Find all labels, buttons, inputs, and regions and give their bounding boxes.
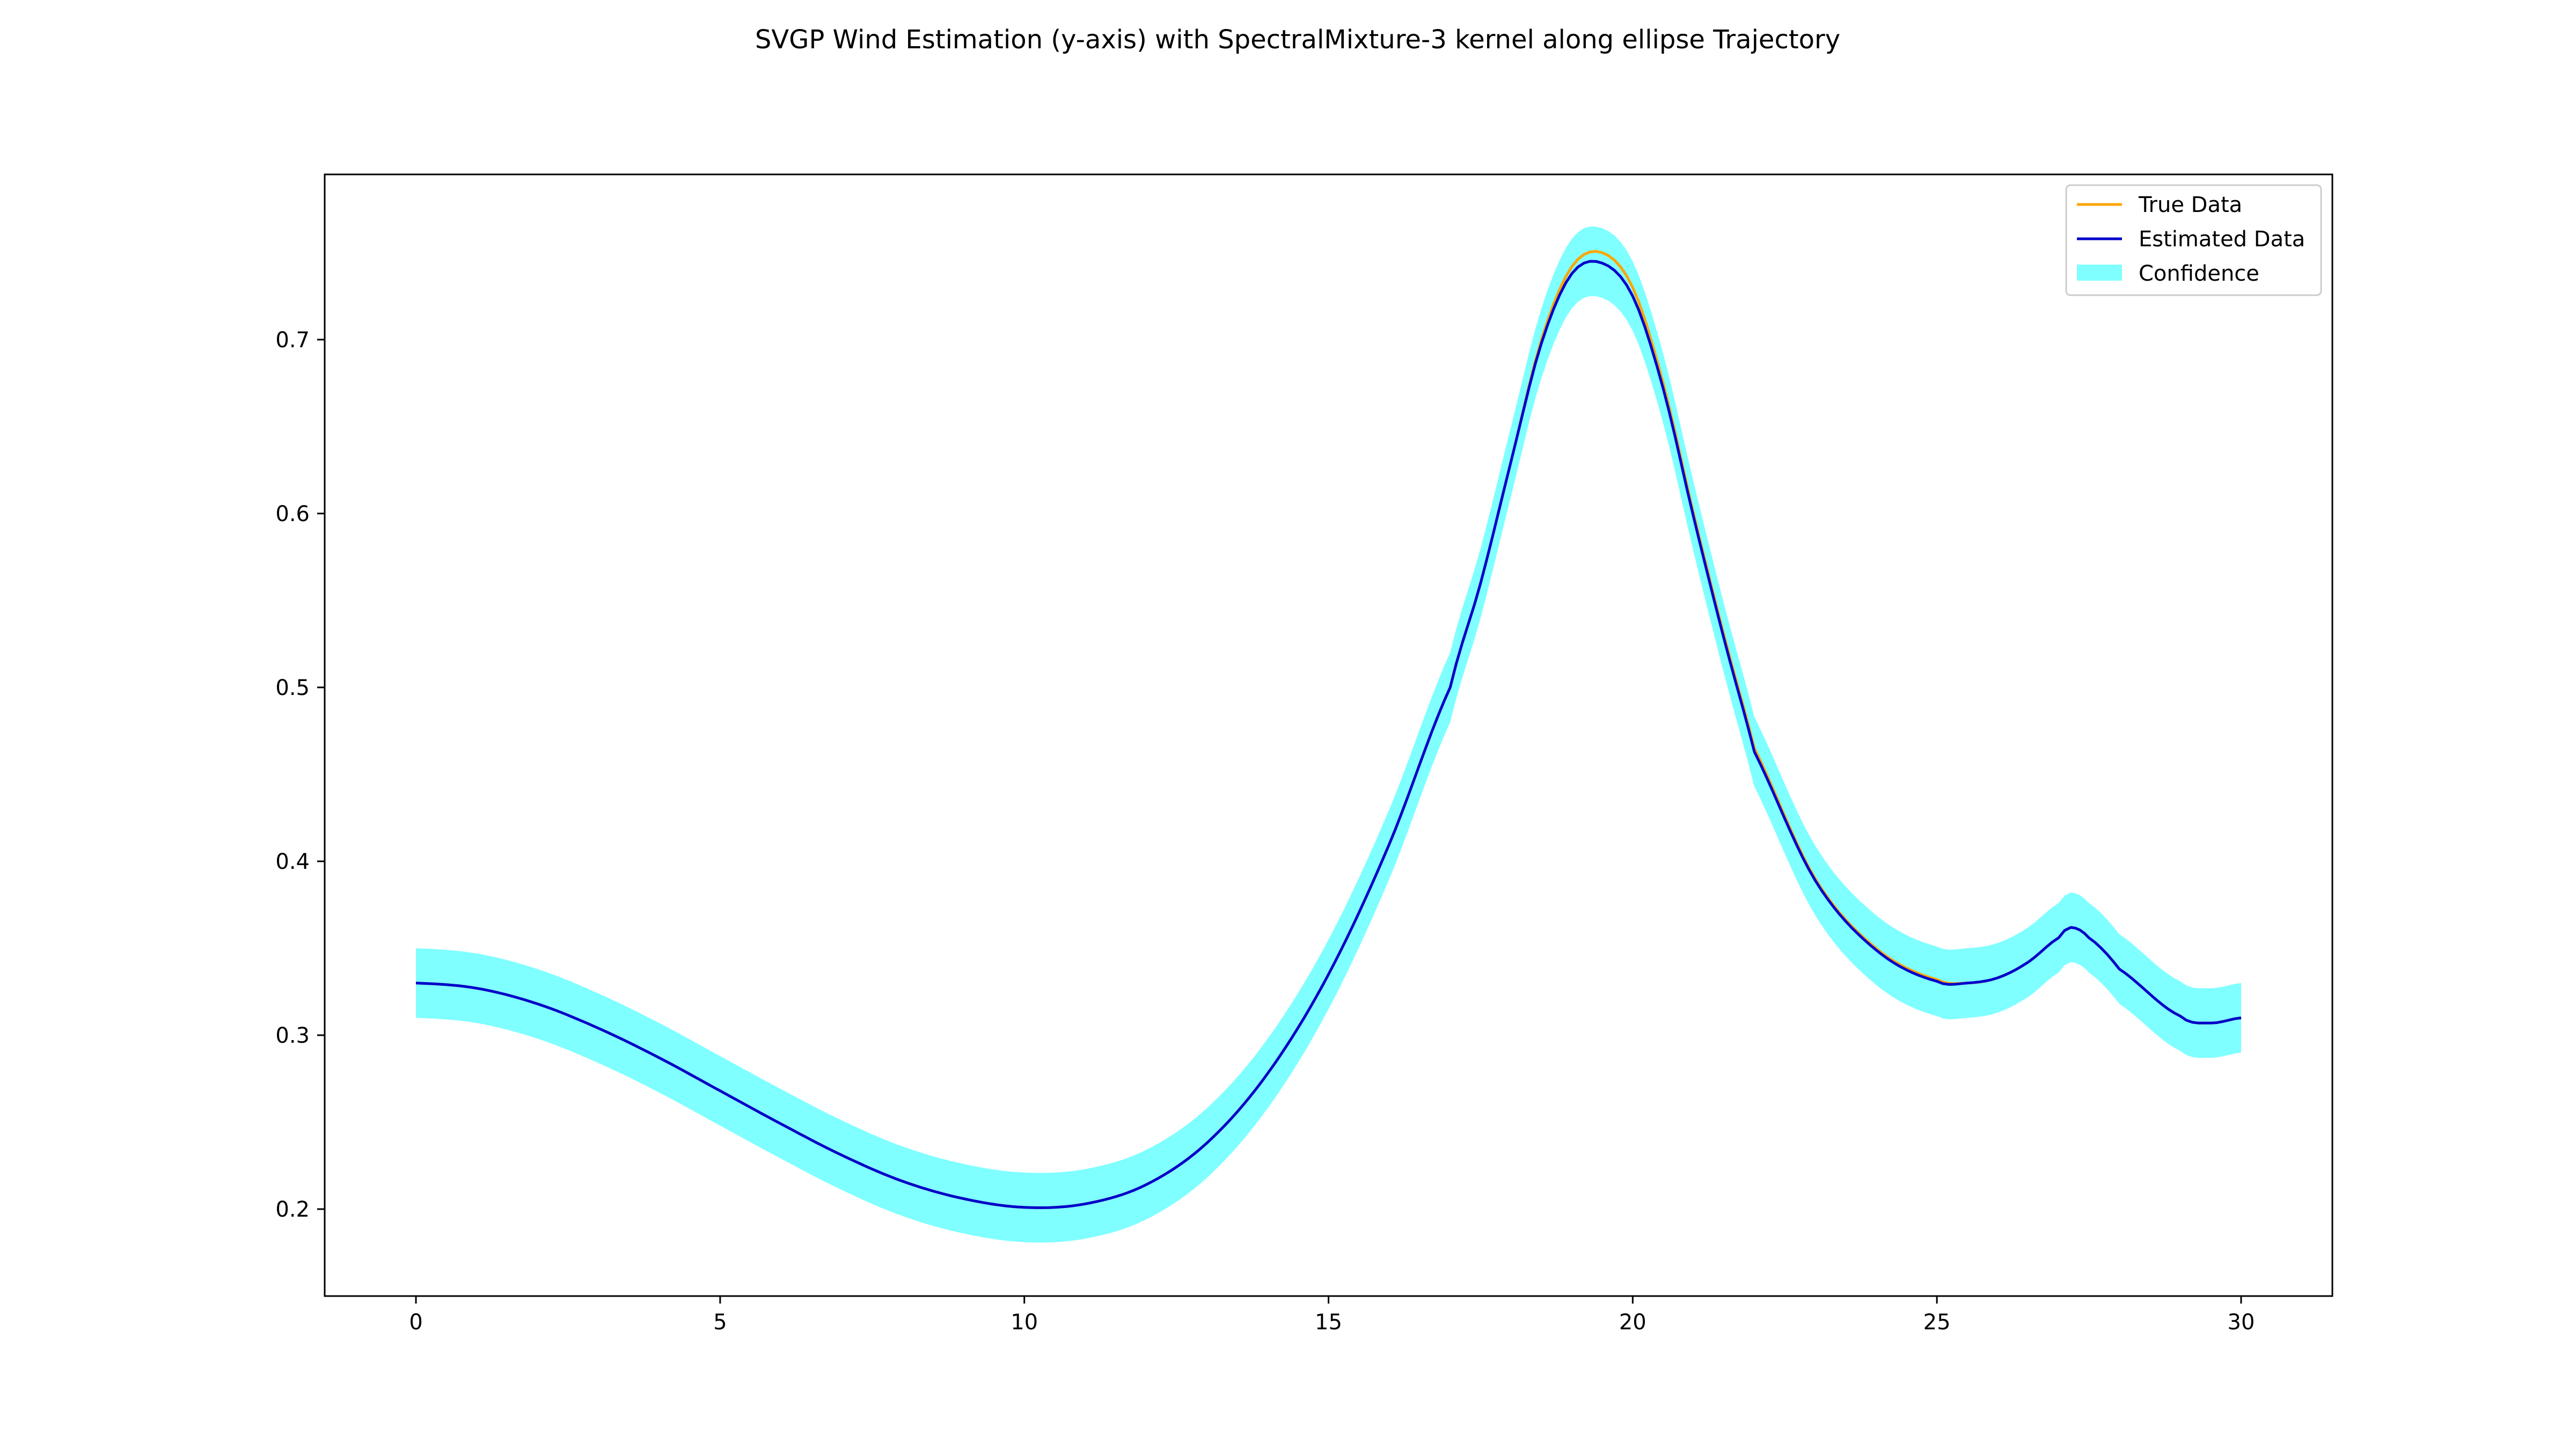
estimated-data-line (415, 260, 2242, 1209)
y-tick-label: 0.7 (275, 328, 310, 353)
legend-estimated-data-label: Estimated Data (2139, 227, 2305, 252)
x-axis: 0 5 10 15 20 25 30 (409, 1296, 2255, 1335)
plot-area (415, 226, 2242, 1243)
axes-frame (324, 173, 2333, 1297)
legend-true-data-label: True Data (2138, 193, 2242, 217)
y-tick-label: 0.6 (275, 502, 310, 526)
x-tick-label: 20 (1619, 1310, 1646, 1335)
legend-box (2065, 184, 2322, 296)
chart-title: SVGP Wind Estimation (y-axis) with Spect… (755, 25, 1840, 55)
y-axis: 0.2 0.3 0.4 0.5 0.6 0.7 (275, 328, 325, 1222)
x-tick-label: 30 (2228, 1310, 2255, 1335)
y-tick-label: 0.4 (275, 850, 310, 874)
x-tick-label: 15 (1315, 1310, 1342, 1335)
y-tick-label: 0.5 (275, 676, 310, 700)
x-tick-label: 25 (1923, 1310, 1951, 1335)
legend-confidence-label: Confidence (2139, 261, 2259, 286)
legend: True Data Estimated Data Confidence (2065, 184, 2322, 296)
x-tick-label: 10 (1011, 1310, 1038, 1335)
x-tick-label: 5 (713, 1310, 727, 1335)
y-tick-label: 0.3 (275, 1023, 310, 1048)
x-tick-label: 0 (409, 1310, 422, 1335)
legend-confidence-swatch (2077, 265, 2122, 281)
confidence-band (416, 226, 2241, 1243)
y-tick-label: 0.2 (275, 1197, 310, 1222)
